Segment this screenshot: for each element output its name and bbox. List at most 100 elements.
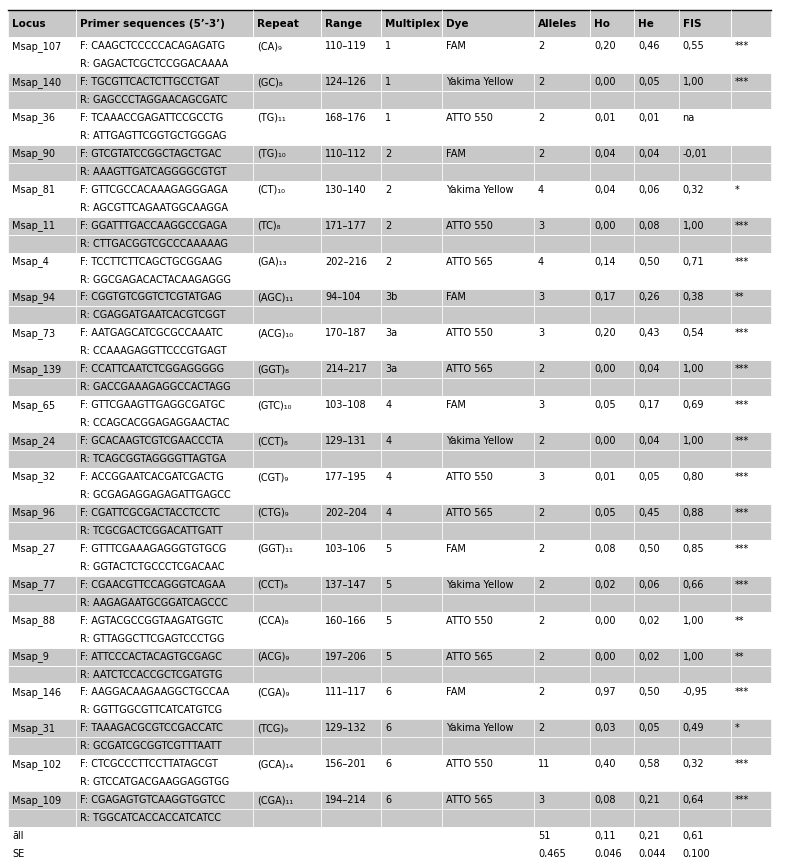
FancyBboxPatch shape xyxy=(533,145,589,163)
FancyBboxPatch shape xyxy=(678,10,730,37)
Text: R: TCAGCGGTAGGGGTTAGTGA: R: TCAGCGGTAGGGGTTAGTGA xyxy=(80,454,226,464)
FancyBboxPatch shape xyxy=(8,612,76,630)
FancyBboxPatch shape xyxy=(678,342,730,360)
FancyBboxPatch shape xyxy=(589,163,634,181)
FancyBboxPatch shape xyxy=(730,127,770,145)
Text: 0,54: 0,54 xyxy=(682,328,703,339)
FancyBboxPatch shape xyxy=(8,37,76,55)
FancyBboxPatch shape xyxy=(634,701,678,719)
FancyBboxPatch shape xyxy=(730,145,770,163)
Text: FAM: FAM xyxy=(445,292,465,303)
FancyBboxPatch shape xyxy=(8,576,76,594)
FancyBboxPatch shape xyxy=(321,791,381,809)
Text: 4: 4 xyxy=(385,508,391,518)
FancyBboxPatch shape xyxy=(589,558,634,576)
Text: 0,05: 0,05 xyxy=(638,77,659,87)
Text: 0,45: 0,45 xyxy=(638,508,659,518)
FancyBboxPatch shape xyxy=(321,414,381,432)
Text: Yakima Yellow: Yakima Yellow xyxy=(445,723,512,734)
Text: 4: 4 xyxy=(385,400,391,411)
Text: R: TCGCGACTCGGACATTGATT: R: TCGCGACTCGGACATTGATT xyxy=(80,526,223,536)
FancyBboxPatch shape xyxy=(76,127,253,145)
FancyBboxPatch shape xyxy=(533,486,589,504)
FancyBboxPatch shape xyxy=(533,342,589,360)
FancyBboxPatch shape xyxy=(321,55,381,73)
Text: 3: 3 xyxy=(537,220,544,231)
FancyBboxPatch shape xyxy=(76,522,253,540)
FancyBboxPatch shape xyxy=(381,468,441,486)
FancyBboxPatch shape xyxy=(8,468,76,486)
Text: (ACG)₉: (ACG)₉ xyxy=(257,651,289,662)
Text: 0,64: 0,64 xyxy=(682,795,703,806)
FancyBboxPatch shape xyxy=(441,10,533,37)
FancyBboxPatch shape xyxy=(634,773,678,791)
Text: 51: 51 xyxy=(537,831,549,841)
FancyBboxPatch shape xyxy=(678,468,730,486)
Text: F: TCCTTCTTCAGCTGCGGAAG: F: TCCTTCTTCAGCTGCGGAAG xyxy=(80,256,222,267)
FancyBboxPatch shape xyxy=(381,755,441,773)
FancyBboxPatch shape xyxy=(589,450,634,468)
Text: 5: 5 xyxy=(385,651,391,662)
FancyBboxPatch shape xyxy=(381,235,441,253)
FancyBboxPatch shape xyxy=(8,486,76,504)
FancyBboxPatch shape xyxy=(253,773,321,791)
Text: (GA)₁₃: (GA)₁₃ xyxy=(257,256,286,267)
FancyBboxPatch shape xyxy=(441,522,533,540)
FancyBboxPatch shape xyxy=(678,127,730,145)
Text: ***: *** xyxy=(734,508,748,518)
Text: FAM: FAM xyxy=(445,149,465,159)
FancyBboxPatch shape xyxy=(8,145,76,163)
Text: 2: 2 xyxy=(537,436,544,446)
Text: F: ATTCCCACTACAGTGCGAGC: F: ATTCCCACTACAGTGCGAGC xyxy=(80,651,222,662)
Text: 129–132: 129–132 xyxy=(325,723,367,734)
FancyBboxPatch shape xyxy=(589,217,634,235)
FancyBboxPatch shape xyxy=(381,576,441,594)
FancyBboxPatch shape xyxy=(76,73,253,91)
Text: ***: *** xyxy=(734,41,748,51)
FancyBboxPatch shape xyxy=(441,773,533,791)
Text: 0,01: 0,01 xyxy=(638,113,659,123)
FancyBboxPatch shape xyxy=(533,845,589,857)
FancyBboxPatch shape xyxy=(253,199,321,217)
FancyBboxPatch shape xyxy=(8,253,76,271)
FancyBboxPatch shape xyxy=(8,701,76,719)
FancyBboxPatch shape xyxy=(8,432,76,450)
FancyBboxPatch shape xyxy=(321,199,381,217)
FancyBboxPatch shape xyxy=(253,684,321,701)
FancyBboxPatch shape xyxy=(730,109,770,127)
Text: F: AGTACGCCGGTAAGATGGTC: F: AGTACGCCGGTAAGATGGTC xyxy=(80,615,223,626)
Text: F: GGATTTGACCAAGGCCGAGA: F: GGATTTGACCAAGGCCGAGA xyxy=(80,220,227,231)
FancyBboxPatch shape xyxy=(589,612,634,630)
FancyBboxPatch shape xyxy=(730,253,770,271)
FancyBboxPatch shape xyxy=(253,181,321,199)
Text: 0,04: 0,04 xyxy=(593,149,615,159)
FancyBboxPatch shape xyxy=(321,486,381,504)
FancyBboxPatch shape xyxy=(8,504,76,522)
Text: **: ** xyxy=(734,651,743,662)
FancyBboxPatch shape xyxy=(381,684,441,701)
FancyBboxPatch shape xyxy=(321,307,381,325)
Text: 0,88: 0,88 xyxy=(682,508,703,518)
Text: (CCA)₈: (CCA)₈ xyxy=(257,615,288,626)
Text: 2: 2 xyxy=(537,41,544,51)
FancyBboxPatch shape xyxy=(441,450,533,468)
FancyBboxPatch shape xyxy=(253,325,321,342)
Text: ATTO 550: ATTO 550 xyxy=(445,328,492,339)
Text: 0,26: 0,26 xyxy=(638,292,659,303)
FancyBboxPatch shape xyxy=(253,845,321,857)
Text: Msap_107: Msap_107 xyxy=(12,40,61,51)
FancyBboxPatch shape xyxy=(441,163,533,181)
FancyBboxPatch shape xyxy=(76,773,253,791)
FancyBboxPatch shape xyxy=(533,271,589,289)
FancyBboxPatch shape xyxy=(533,576,589,594)
FancyBboxPatch shape xyxy=(678,307,730,325)
Text: 1,00: 1,00 xyxy=(682,220,703,231)
FancyBboxPatch shape xyxy=(634,325,678,342)
FancyBboxPatch shape xyxy=(634,845,678,857)
Text: (CT)₁₀: (CT)₁₀ xyxy=(257,185,285,195)
Text: ATTO 565: ATTO 565 xyxy=(445,651,492,662)
FancyBboxPatch shape xyxy=(321,576,381,594)
FancyBboxPatch shape xyxy=(634,378,678,396)
FancyBboxPatch shape xyxy=(321,755,381,773)
Text: 156–201: 156–201 xyxy=(325,759,367,770)
